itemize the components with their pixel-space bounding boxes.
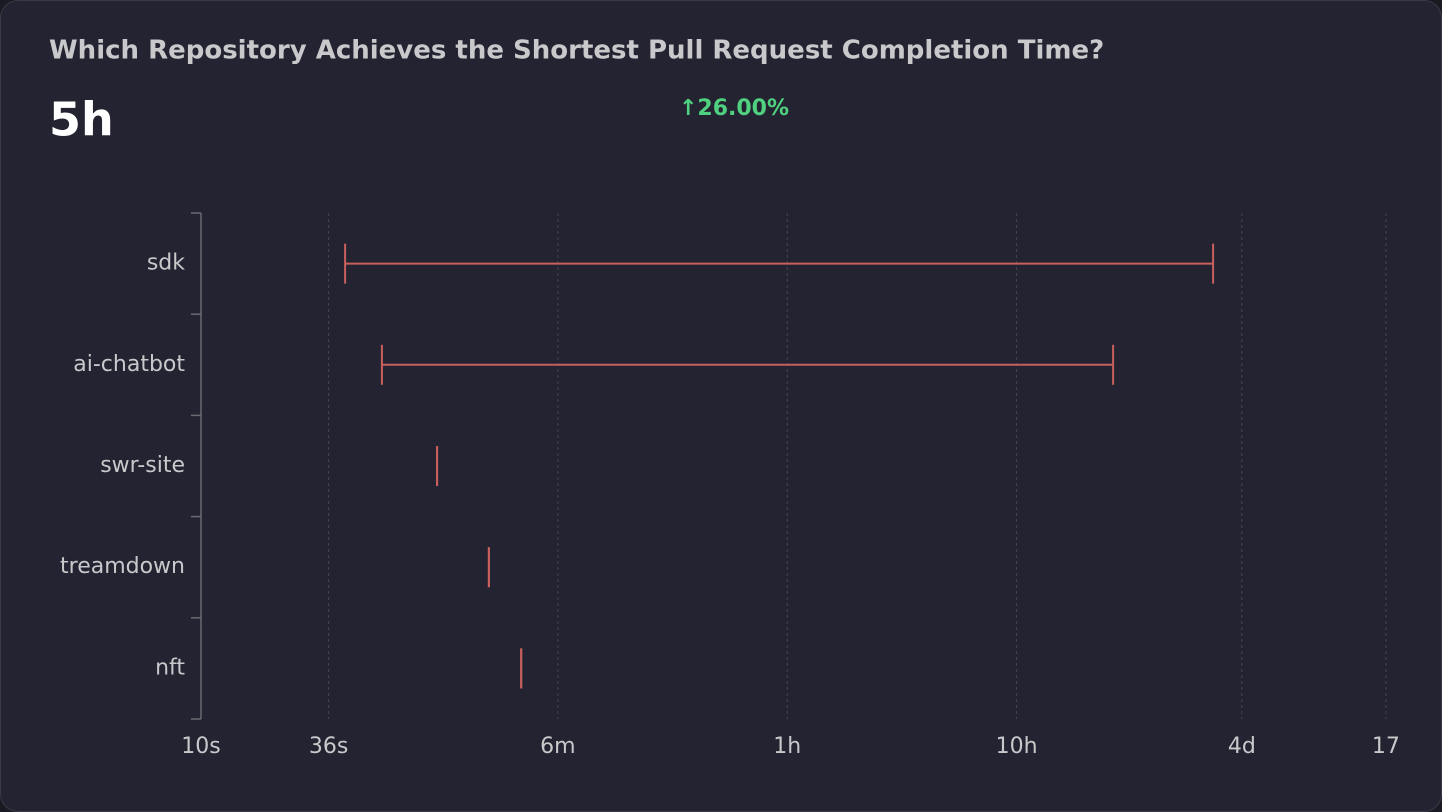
y-tick-label: ai-chatbot (73, 352, 185, 377)
y-tick-label: treamdown (60, 554, 185, 579)
y-tick-label: nft (155, 655, 185, 680)
title: Which Repository Achieves the Shortest P… (49, 36, 1104, 66)
y-tick-label: swr-site (100, 453, 185, 478)
x-tick-label: 17 (1372, 734, 1400, 759)
x-tick-label: 10s (181, 734, 220, 759)
x-tick-label: 4d (1228, 734, 1256, 759)
y-tick-label: sdk (147, 251, 185, 276)
metric-change: ↑26.00% (679, 96, 789, 121)
x-tick-label: 36s (309, 734, 348, 759)
metric-value: 5h (49, 93, 114, 147)
x-tick-label: 1h (773, 734, 801, 759)
x-tick-label: 6m (540, 734, 575, 759)
x-tick-label: 10h (996, 734, 1038, 759)
